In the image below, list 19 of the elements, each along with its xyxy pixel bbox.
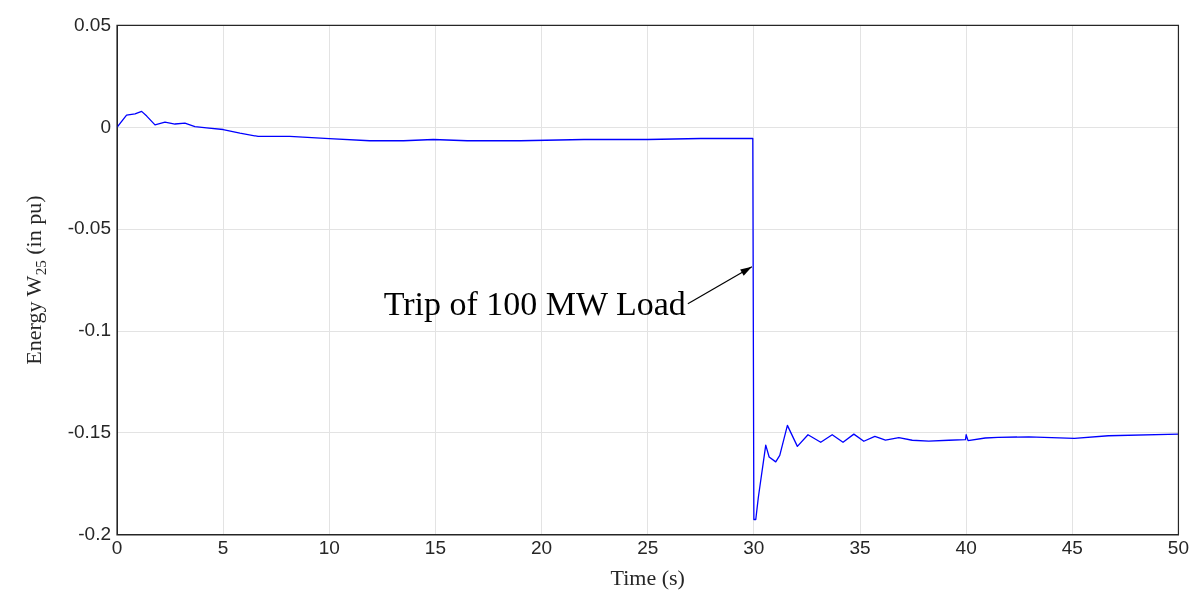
x-tick-label: 30 [743,537,765,559]
x-tick-label: 10 [318,537,340,559]
y-tick-label: 0 [100,115,111,137]
x-axis-title: Time (s) [610,564,685,590]
x-tick-label: 40 [955,537,977,559]
y-tick-label: -0.1 [78,319,111,341]
y-tick-label: -0.05 [67,217,111,239]
y-tick-label: 0.05 [74,13,111,35]
x-tick-label: 35 [849,537,871,559]
x-tick-label: 15 [424,537,446,559]
y-axis-title: Energy W25 (in pu) [21,195,49,365]
y-tick-label: -0.2 [78,523,111,545]
x-tick-label: 50 [1167,537,1189,559]
annotation: Trip of 100 MW Load [383,284,686,322]
x-tick-label: 5 [217,537,229,559]
y-tick-label: -0.15 [67,421,111,443]
x-tick-label: 20 [531,537,553,559]
x-tick-label: 45 [1061,537,1083,559]
x-tick-label: 25 [637,537,659,559]
